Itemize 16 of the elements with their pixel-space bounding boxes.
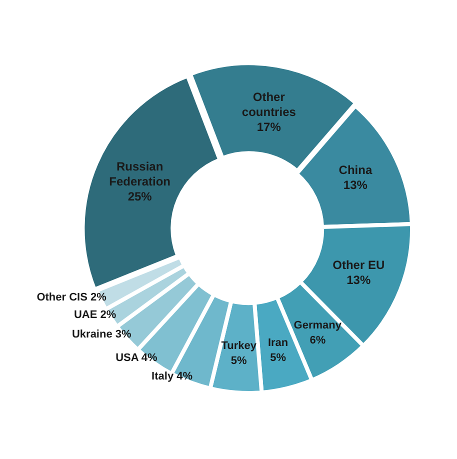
data-label: 6% xyxy=(310,334,326,347)
data-label: 17% xyxy=(256,120,282,134)
slice-label: Germany xyxy=(294,320,342,332)
slice-label: Other CIS 2% xyxy=(36,291,107,304)
slice-label: Other countries xyxy=(242,90,296,120)
data-label: 13% xyxy=(346,273,371,288)
data-label: 25% xyxy=(128,189,152,204)
slice-label: Iran xyxy=(268,337,288,350)
slice-label: China xyxy=(338,163,372,178)
slice-label: Ukraine 3% xyxy=(72,328,132,341)
slice-label: Other EU xyxy=(332,258,385,272)
data-label: 5% xyxy=(270,352,286,364)
data-label: 13% xyxy=(343,178,368,192)
data-label: 5% xyxy=(230,355,247,368)
slice-label: Russian Federation xyxy=(109,159,171,188)
slice-label: UAE 2% xyxy=(74,308,116,321)
